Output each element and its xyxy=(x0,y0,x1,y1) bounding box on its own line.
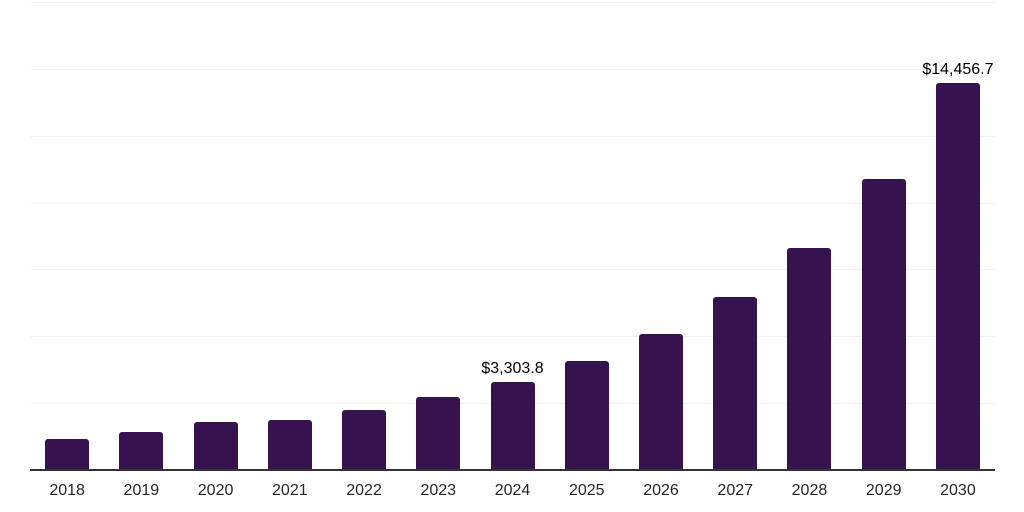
bar-slot-2019 xyxy=(104,2,178,470)
bar-slot-2021 xyxy=(253,2,327,470)
bar-slot-2028 xyxy=(772,2,846,470)
tick-label-2022: 2022 xyxy=(346,482,382,499)
bar-2026 xyxy=(638,334,683,470)
bar-slot-2018 xyxy=(30,2,104,470)
gridline-7500 xyxy=(30,269,995,270)
bar-slot-2025 xyxy=(550,2,624,470)
tick-label-2028: 2028 xyxy=(791,482,828,499)
tick-label-2024: 2024 xyxy=(494,482,531,499)
data-label-2024: $3,303.8 xyxy=(481,359,544,377)
gridline-12500 xyxy=(30,136,995,137)
bar-slot-2030: $14,456.7 xyxy=(921,2,995,470)
gridline-15000 xyxy=(30,69,995,70)
bar-slot-2027 xyxy=(698,2,772,470)
bar-2022 xyxy=(342,410,387,470)
tick-label-2026: 2026 xyxy=(643,482,679,499)
bar-2025 xyxy=(564,361,609,470)
bar-slot-2024: $3,303.8 xyxy=(475,2,549,470)
bar-2023 xyxy=(416,397,461,470)
bar-2029 xyxy=(861,178,906,470)
x-axis-tick-labels: 2018 2019 2020 2021 2022 2023 2024 2025 2026 2027… xyxy=(30,481,995,502)
tick-label-2027: 2027 xyxy=(717,482,754,499)
tick-label-2018: 2018 xyxy=(49,482,85,499)
data-label-2030: $14,456.7 xyxy=(922,61,994,79)
plot-area: $3,303.8 $14,456.7 xyxy=(30,2,995,471)
bar-2019 xyxy=(119,432,164,470)
bar-2021 xyxy=(267,420,312,470)
bar-slot-2022 xyxy=(327,2,401,470)
bar-2020 xyxy=(193,422,238,470)
bar-slot-2026 xyxy=(624,2,698,470)
bar-2028 xyxy=(787,247,832,470)
gridline-10000 xyxy=(30,203,995,204)
bar-2024: $3,303.8 xyxy=(481,360,544,470)
tick-label-2029: 2029 xyxy=(865,482,902,499)
tick-label-2030: 2030 xyxy=(940,482,976,499)
bar-2018 xyxy=(45,439,90,470)
bar-slot-2023 xyxy=(401,2,475,470)
tick-label-2023: 2023 xyxy=(420,482,457,499)
bars-row: $3,303.8 $14,456.7 xyxy=(30,2,995,470)
gridline-17500 xyxy=(30,2,995,3)
bar-2030: $14,456.7 xyxy=(922,62,994,470)
tick-label-2021: 2021 xyxy=(272,482,308,499)
gridline-5000 xyxy=(30,336,995,337)
bar-slot-2020 xyxy=(178,2,252,470)
tick-label-2020: 2020 xyxy=(197,482,234,499)
tick-label-2025: 2025 xyxy=(568,482,605,499)
x-axis-line xyxy=(30,469,995,471)
tick-label-2019: 2019 xyxy=(123,482,160,499)
bar-2027 xyxy=(713,297,758,470)
bar-slot-2029 xyxy=(847,2,921,470)
